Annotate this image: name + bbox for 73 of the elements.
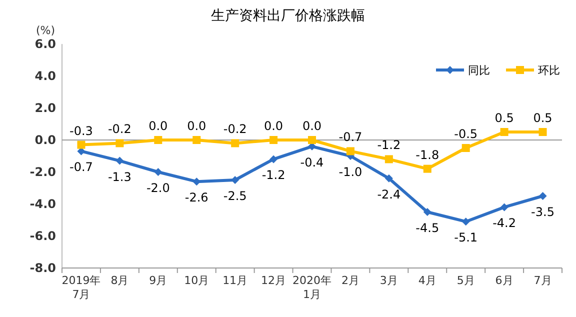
x-tick-label: 5月: [456, 274, 475, 287]
data-label: -2.6: [184, 190, 208, 205]
point: [154, 168, 162, 176]
x-tick-label: 6月: [495, 274, 514, 287]
data-label: -1.0: [338, 165, 362, 179]
x-tick-label: 2019年 7月: [62, 274, 101, 301]
data-label: -3.5: [531, 205, 554, 219]
point: [462, 144, 470, 152]
data-label: -2.0: [146, 181, 170, 195]
point: [231, 176, 240, 184]
data-label: -4.5: [416, 221, 440, 235]
legend-label: 同比: [468, 64, 490, 77]
data-label: -0.3: [70, 124, 93, 138]
x-tick-label: 3月: [380, 274, 398, 287]
x-tick-label: 2020年 1月: [292, 274, 332, 301]
point: [500, 128, 508, 136]
x-tick-label: 10月: [184, 274, 210, 287]
data-label: -1.2: [262, 168, 286, 182]
y-tick-label: -4.0: [30, 197, 56, 211]
point: [308, 136, 316, 144]
y-tick-label: -2.0: [30, 165, 56, 179]
data-label: -2.4: [377, 187, 401, 202]
x-tick-label: 8月: [110, 274, 129, 287]
point: [423, 164, 432, 173]
point: [116, 139, 124, 148]
x-tick-label: 11月: [222, 274, 248, 287]
data-label: -0.7: [70, 160, 93, 174]
y-tick-label: -6.0: [30, 229, 56, 243]
point: [538, 192, 547, 200]
y-tick-label: 4.0: [34, 69, 56, 83]
data-label: 0.0: [187, 119, 206, 133]
data-label: 0.0: [302, 119, 322, 133]
point: [231, 139, 240, 148]
data-label: -0.5: [454, 127, 478, 141]
data-label: 0.5: [533, 111, 552, 125]
point: [423, 208, 432, 216]
y-tick-label: -8.0: [30, 261, 56, 275]
x-tick-label: 12月: [261, 274, 286, 287]
data-label: 0.5: [494, 111, 514, 125]
data-label: 0.0: [264, 119, 284, 133]
point: [384, 174, 393, 182]
point: [270, 136, 278, 144]
point: [192, 136, 201, 144]
y-tick-label: 6.0: [34, 37, 56, 51]
x-tick-label: 9月: [149, 274, 168, 287]
point: [384, 155, 393, 164]
point: [346, 147, 354, 156]
data-label: -0.2: [223, 122, 247, 136]
legend-label: 环比: [538, 64, 560, 77]
data-label: -1.3: [108, 170, 132, 184]
y-tick-label: 0.0: [34, 133, 56, 147]
point: [270, 155, 278, 164]
x-tick-label: 2月: [341, 274, 360, 287]
chart-title: 生产资料出厂价格涨跌幅: [211, 8, 365, 24]
point: [500, 203, 508, 212]
data-label: -4.2: [492, 216, 516, 230]
data-label: 0.0: [148, 119, 168, 133]
data-label: -0.7: [338, 130, 362, 144]
data-label: -2.5: [223, 189, 247, 203]
data-label: -0.4: [300, 155, 324, 170]
data-label: -1.8: [416, 148, 440, 162]
point: [154, 136, 162, 144]
data-label: -1.2: [377, 138, 401, 152]
data-label: -0.2: [108, 122, 132, 136]
point: [77, 140, 86, 149]
point: [462, 218, 470, 226]
y-tick-label: 2.0: [34, 101, 56, 115]
point: [116, 156, 124, 165]
point: [538, 128, 547, 136]
x-tick-label: 4月: [418, 274, 436, 287]
y-axis-title: (%): [36, 24, 56, 37]
data-label: -5.1: [454, 230, 478, 245]
x-tick-label: 7月: [534, 274, 552, 287]
